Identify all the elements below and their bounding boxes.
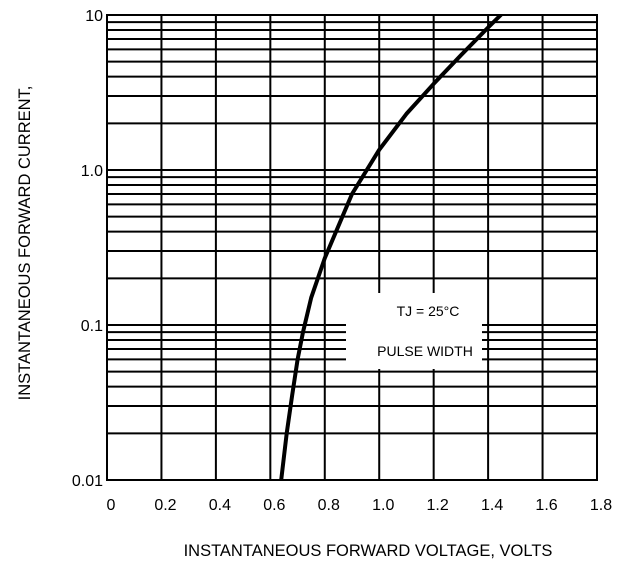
- x-tick-labels: 0 0.2 0.4 0.6 0.8 1.0 1.2 1.4 1.6 1.8: [107, 497, 613, 514]
- annotation-background: [346, 293, 482, 369]
- y-tick-label: 0.01: [72, 473, 103, 490]
- series-group: [279, 15, 504, 480]
- x-tick-label: 0: [107, 497, 116, 514]
- y-axis-title: INSTANTANEOUS FORWARD CURRENT,: [16, 86, 34, 401]
- annotation-temperature: TJ = 25°C: [397, 303, 460, 319]
- plot-frame: [106, 14, 598, 481]
- x-tick-label: 1.0: [372, 497, 394, 514]
- y-tick-labels: 0.01 0.1 1.0 10: [72, 8, 103, 490]
- x-tick-label: 0.8: [318, 497, 340, 514]
- series-line: [279, 15, 504, 480]
- x-tick-label: 0.6: [263, 497, 285, 514]
- x-axis-title: INSTANTANEOUS FORWARD VOLTAGE, VOLTS: [184, 542, 553, 560]
- grid: [106, 14, 598, 481]
- y-tick-label: 1.0: [81, 163, 103, 180]
- x-tick-label: 0.4: [209, 497, 231, 514]
- annotation-box: TJ = 25°C PULSE WIDTH: [346, 293, 482, 369]
- y-tick-label: 0.1: [81, 318, 103, 335]
- x-tick-label: 1.2: [427, 497, 449, 514]
- annotation-pulse-width: PULSE WIDTH: [377, 343, 473, 359]
- x-tick-label: 1.6: [535, 497, 557, 514]
- y-tick-label: 10: [85, 8, 103, 25]
- x-tick-label: 0.2: [154, 497, 176, 514]
- x-tick-label: 1.4: [481, 497, 503, 514]
- x-tick-label: 1.8: [590, 497, 612, 514]
